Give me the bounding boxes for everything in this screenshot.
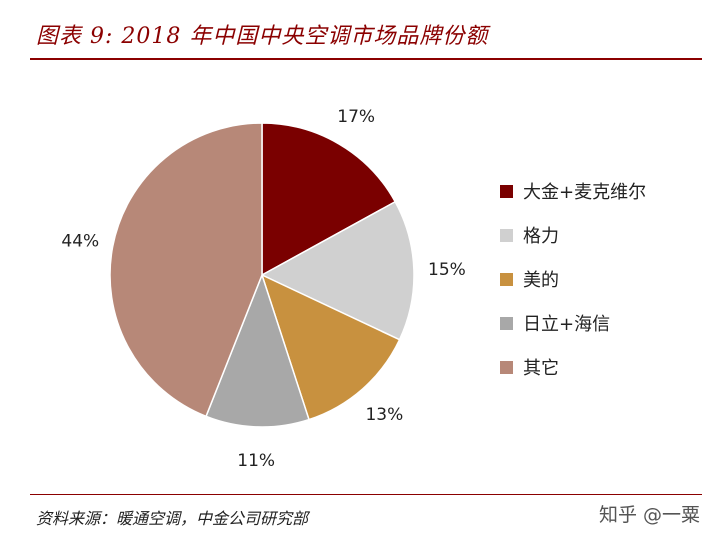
data-label-gree: 15% bbox=[428, 260, 466, 280]
legend-item-gree: 格力 bbox=[500, 222, 646, 248]
data-label-daikin: 17% bbox=[337, 107, 375, 127]
legend-item-midea: 美的 bbox=[500, 266, 646, 292]
chart-legend: 大金+麦克维尔 格力 美的 日立+海信 其它 bbox=[500, 178, 646, 398]
data-label-other: 44% bbox=[61, 231, 99, 251]
legend-label: 大金+麦克维尔 bbox=[523, 182, 647, 203]
pie-slice-hitachi bbox=[205, 272, 310, 428]
legend-label: 美的 bbox=[523, 270, 559, 291]
chart-title: 图表 9: 2018 年中国中央空调市场品牌份额 bbox=[36, 24, 489, 49]
title-divider bbox=[30, 58, 702, 60]
legend-label: 其它 bbox=[523, 358, 559, 379]
pie-slice-other bbox=[109, 122, 263, 418]
footer-divider bbox=[30, 494, 702, 495]
legend-item-hitachi: 日立+海信 bbox=[500, 310, 646, 336]
data-label-hitachi: 11% bbox=[237, 451, 275, 471]
pie-slice-midea bbox=[260, 273, 401, 421]
source-note: 资料来源：暖通空调，中金公司研究部 bbox=[36, 509, 309, 528]
data-label-midea: 13% bbox=[365, 405, 403, 425]
legend-swatch bbox=[500, 360, 513, 374]
pie-slice-gree bbox=[260, 200, 415, 341]
legend-item-other: 其它 bbox=[500, 354, 646, 380]
pie-slice-daikin bbox=[261, 122, 397, 277]
legend-swatch bbox=[500, 228, 513, 242]
legend-swatch bbox=[500, 272, 513, 286]
legend-label: 格力 bbox=[523, 226, 559, 247]
legend-swatch bbox=[500, 316, 513, 330]
legend-label: 日立+海信 bbox=[523, 314, 611, 335]
author-credit: 知乎 @一粟 bbox=[598, 504, 700, 526]
legend-item-daikin: 大金+麦克维尔 bbox=[500, 178, 646, 204]
legend-swatch bbox=[500, 184, 513, 198]
pie-chart: 17% 15% 13% 11% 44% bbox=[61, 107, 466, 471]
